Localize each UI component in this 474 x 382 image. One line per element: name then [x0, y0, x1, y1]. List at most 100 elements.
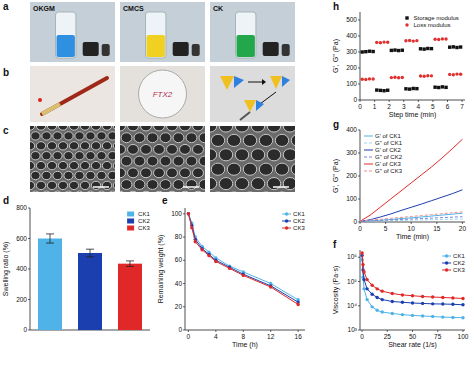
y-tick	[358, 84, 360, 85]
pore	[97, 152, 106, 160]
pore	[42, 132, 51, 140]
scale-bar	[273, 186, 289, 188]
panel-letter: h	[333, 1, 339, 12]
pore	[31, 132, 40, 140]
pore	[36, 142, 45, 150]
x-tick-label: 100	[458, 333, 469, 340]
pore	[259, 192, 272, 193]
pore	[86, 191, 95, 192]
marker	[361, 263, 364, 266]
pore	[219, 178, 232, 190]
pore	[69, 161, 78, 169]
marker	[365, 278, 368, 281]
legend-marker	[445, 268, 448, 271]
pore	[80, 181, 89, 189]
pore	[113, 161, 115, 169]
panel-letter: e	[162, 195, 168, 206]
pore	[31, 152, 40, 160]
legend-label: G'' of CK1	[375, 140, 403, 146]
y-tick	[183, 213, 185, 214]
marker	[390, 49, 393, 52]
pore	[235, 178, 248, 190]
pore	[80, 126, 89, 130]
y-tick-label: 800	[16, 204, 27, 211]
legend: CK1CK2CK3	[442, 253, 465, 273]
pore	[64, 132, 73, 140]
marker	[404, 87, 407, 90]
pore	[227, 163, 240, 175]
marker	[371, 50, 374, 53]
plot-area	[38, 234, 142, 330]
marker	[459, 73, 462, 76]
pore	[113, 126, 115, 130]
x-axis-label: Shear rate (1/s)	[388, 341, 437, 349]
y-tick-label: 20	[175, 303, 183, 310]
legend-swatch	[364, 157, 373, 158]
marker	[207, 254, 210, 257]
x-axis	[185, 330, 305, 331]
pore	[58, 161, 67, 169]
chart-line: f10³10⁴10⁵10⁶0255075100Viscosity (Pa·s)S…	[332, 239, 469, 349]
pore	[80, 142, 89, 150]
y-tick	[183, 283, 185, 284]
x-tick-label: 7	[460, 103, 464, 110]
vial-cap	[102, 44, 110, 56]
x-tick-label: 15	[433, 225, 441, 232]
pore	[53, 132, 62, 140]
bar	[38, 239, 62, 331]
marker	[371, 77, 374, 80]
pore	[36, 181, 45, 189]
y-tick	[183, 260, 185, 261]
series-line	[362, 253, 463, 298]
error-line	[90, 249, 91, 257]
plot-area	[360, 139, 462, 221]
marker	[362, 287, 365, 290]
panel-letter: g	[333, 119, 339, 130]
series-line	[360, 190, 462, 222]
y-tick-label: 400	[16, 265, 27, 272]
x-tick-label: 16	[295, 333, 303, 340]
pore	[108, 132, 115, 140]
pore	[291, 163, 295, 175]
marker	[393, 76, 396, 79]
pore	[128, 144, 139, 154]
marker	[459, 45, 462, 48]
marker	[451, 316, 454, 319]
marker	[444, 37, 447, 40]
pore	[173, 180, 184, 190]
legend-marker	[445, 254, 448, 257]
pore	[173, 133, 184, 143]
y-tick-label: 200	[346, 172, 357, 179]
legend-label: Storage modulus	[414, 15, 459, 21]
pore	[243, 134, 256, 146]
pore	[91, 161, 100, 169]
series-line	[360, 139, 462, 221]
marker	[370, 305, 373, 308]
pore	[91, 142, 100, 150]
y-tick	[358, 20, 360, 21]
marker	[381, 289, 384, 292]
marker	[422, 75, 425, 78]
pore	[267, 126, 280, 132]
y-tick	[28, 238, 30, 239]
series-line	[360, 213, 462, 221]
y-tick-label: 100	[171, 210, 182, 217]
legend-label: CK1	[138, 211, 150, 217]
pore	[275, 134, 288, 146]
tweezers	[240, 112, 250, 120]
y-tick	[358, 199, 360, 200]
marker	[448, 73, 451, 76]
arrow	[262, 79, 266, 85]
marker	[368, 50, 371, 53]
pore	[108, 191, 115, 192]
marker	[187, 212, 190, 215]
pore	[193, 126, 204, 131]
pore	[186, 180, 197, 190]
sem-image	[120, 126, 205, 192]
pore	[121, 180, 132, 190]
marker	[415, 39, 418, 42]
drop	[38, 98, 42, 102]
pore	[283, 178, 295, 190]
error-cap	[86, 256, 94, 257]
marker	[411, 314, 414, 317]
